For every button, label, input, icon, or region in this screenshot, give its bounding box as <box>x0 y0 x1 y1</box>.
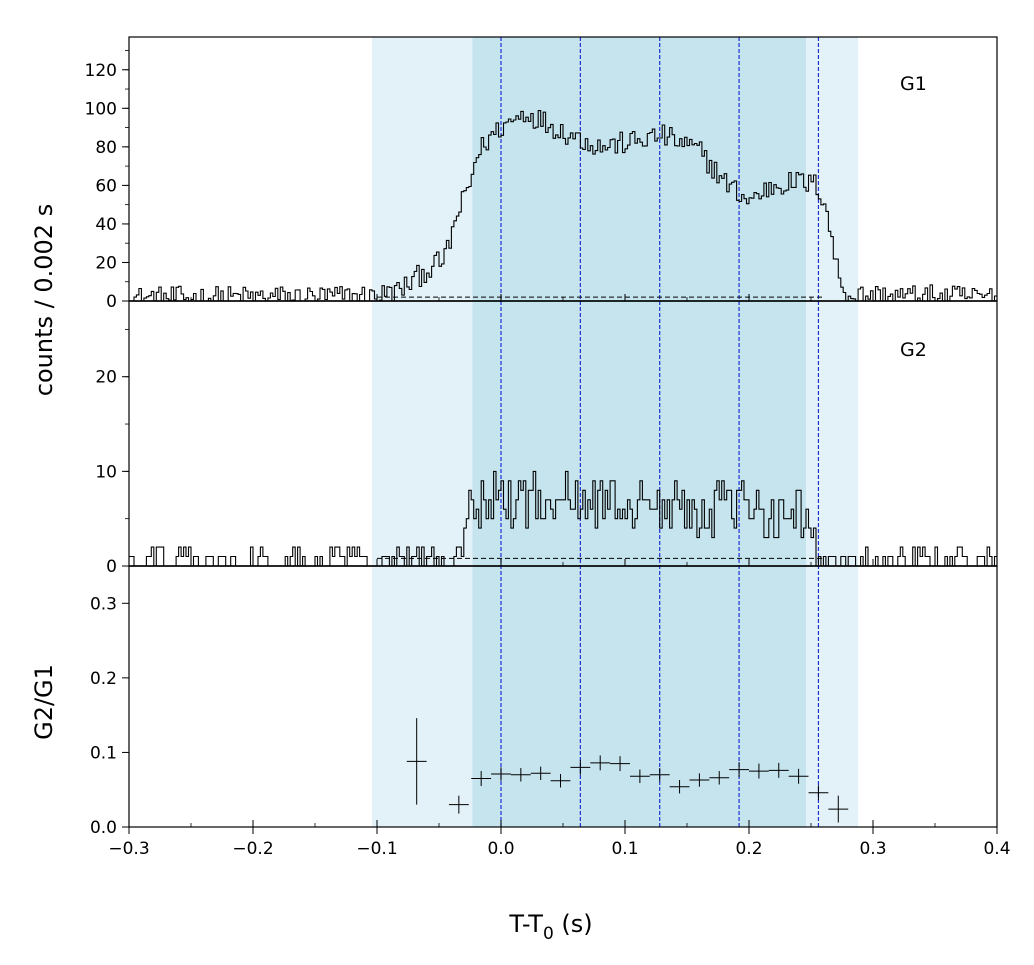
y-tick-label: 60 <box>95 176 117 196</box>
ratio-point <box>768 762 789 778</box>
ratio-point <box>406 718 427 805</box>
x-tick-label: 0.1 <box>611 839 638 859</box>
ratio-point <box>448 795 469 814</box>
y-tick-label: 40 <box>95 215 117 235</box>
ratio-point <box>471 771 492 786</box>
y-axis-ticks: 0 20 40 60 80 100 120 0 10 20 0.0 0.1 0.2 0.3 <box>85 50 129 838</box>
ratio-point <box>808 785 829 801</box>
y-axis-title-counts: counts / 0.002 s <box>30 204 58 396</box>
ratio-point <box>629 769 650 784</box>
ratio-panel <box>406 718 849 823</box>
x-axis-title-main: T-T <box>508 910 543 938</box>
x-axis-title-subscript: 0 <box>543 924 554 944</box>
ratio-point <box>590 755 611 771</box>
y-tick-label: 0.2 <box>90 669 117 689</box>
ratio-point <box>788 768 809 784</box>
x-axis-ticks: −0.3 −0.2 −0.1 0.0 0.1 0.2 0.3 0.4 <box>108 294 1011 859</box>
ratio-point <box>669 780 690 794</box>
ratio-point <box>649 768 670 782</box>
y-tick-label: 0 <box>106 557 117 577</box>
ratio-point <box>610 756 630 772</box>
shaded-region-1 <box>472 37 807 827</box>
ratio-point <box>530 766 551 781</box>
ratio-point <box>491 767 511 781</box>
ratio-point <box>709 771 730 785</box>
ratio-point <box>749 763 769 779</box>
panel-label-g1: G1 <box>900 73 927 95</box>
x-tick-label: 0.4 <box>983 839 1010 859</box>
light-curve-g2 <box>129 470 997 567</box>
x-axis-title: T-T0 (s) <box>508 910 592 944</box>
x-tick-label: −0.1 <box>356 839 397 859</box>
ratio-point <box>729 762 749 778</box>
ratio-point <box>689 773 710 787</box>
y-tick-label: 100 <box>85 99 117 119</box>
y-tick-label: 20 <box>95 368 117 388</box>
ratio-point <box>570 759 591 775</box>
x-tick-label: 0.3 <box>859 839 886 859</box>
x-axis-title-unit: (s) <box>554 910 593 938</box>
x-tick-label: 0.2 <box>735 839 762 859</box>
y-tick-label: 80 <box>95 138 117 158</box>
x-tick-label: −0.2 <box>232 839 273 859</box>
y-tick-label: 0.1 <box>90 743 117 763</box>
panel-label-g2: G2 <box>900 339 927 361</box>
y-axis-title-ratio: G2/G1 <box>30 664 58 740</box>
y-tick-label: 10 <box>95 462 117 482</box>
shaded-intervals <box>372 37 859 827</box>
y-tick-label: 0.3 <box>90 594 117 614</box>
y-tick-label: 20 <box>95 253 117 273</box>
x-tick-label: 0.0 <box>487 839 514 859</box>
ratio-point <box>550 774 571 788</box>
y-tick-label: 0.0 <box>90 818 117 838</box>
ratio-point <box>828 795 849 823</box>
x-tick-label: −0.3 <box>108 839 149 859</box>
y-tick-label: 0 <box>106 292 117 312</box>
light-curve-g1 <box>129 110 997 302</box>
y-tick-label: 120 <box>85 61 117 81</box>
ratio-point <box>510 768 531 782</box>
